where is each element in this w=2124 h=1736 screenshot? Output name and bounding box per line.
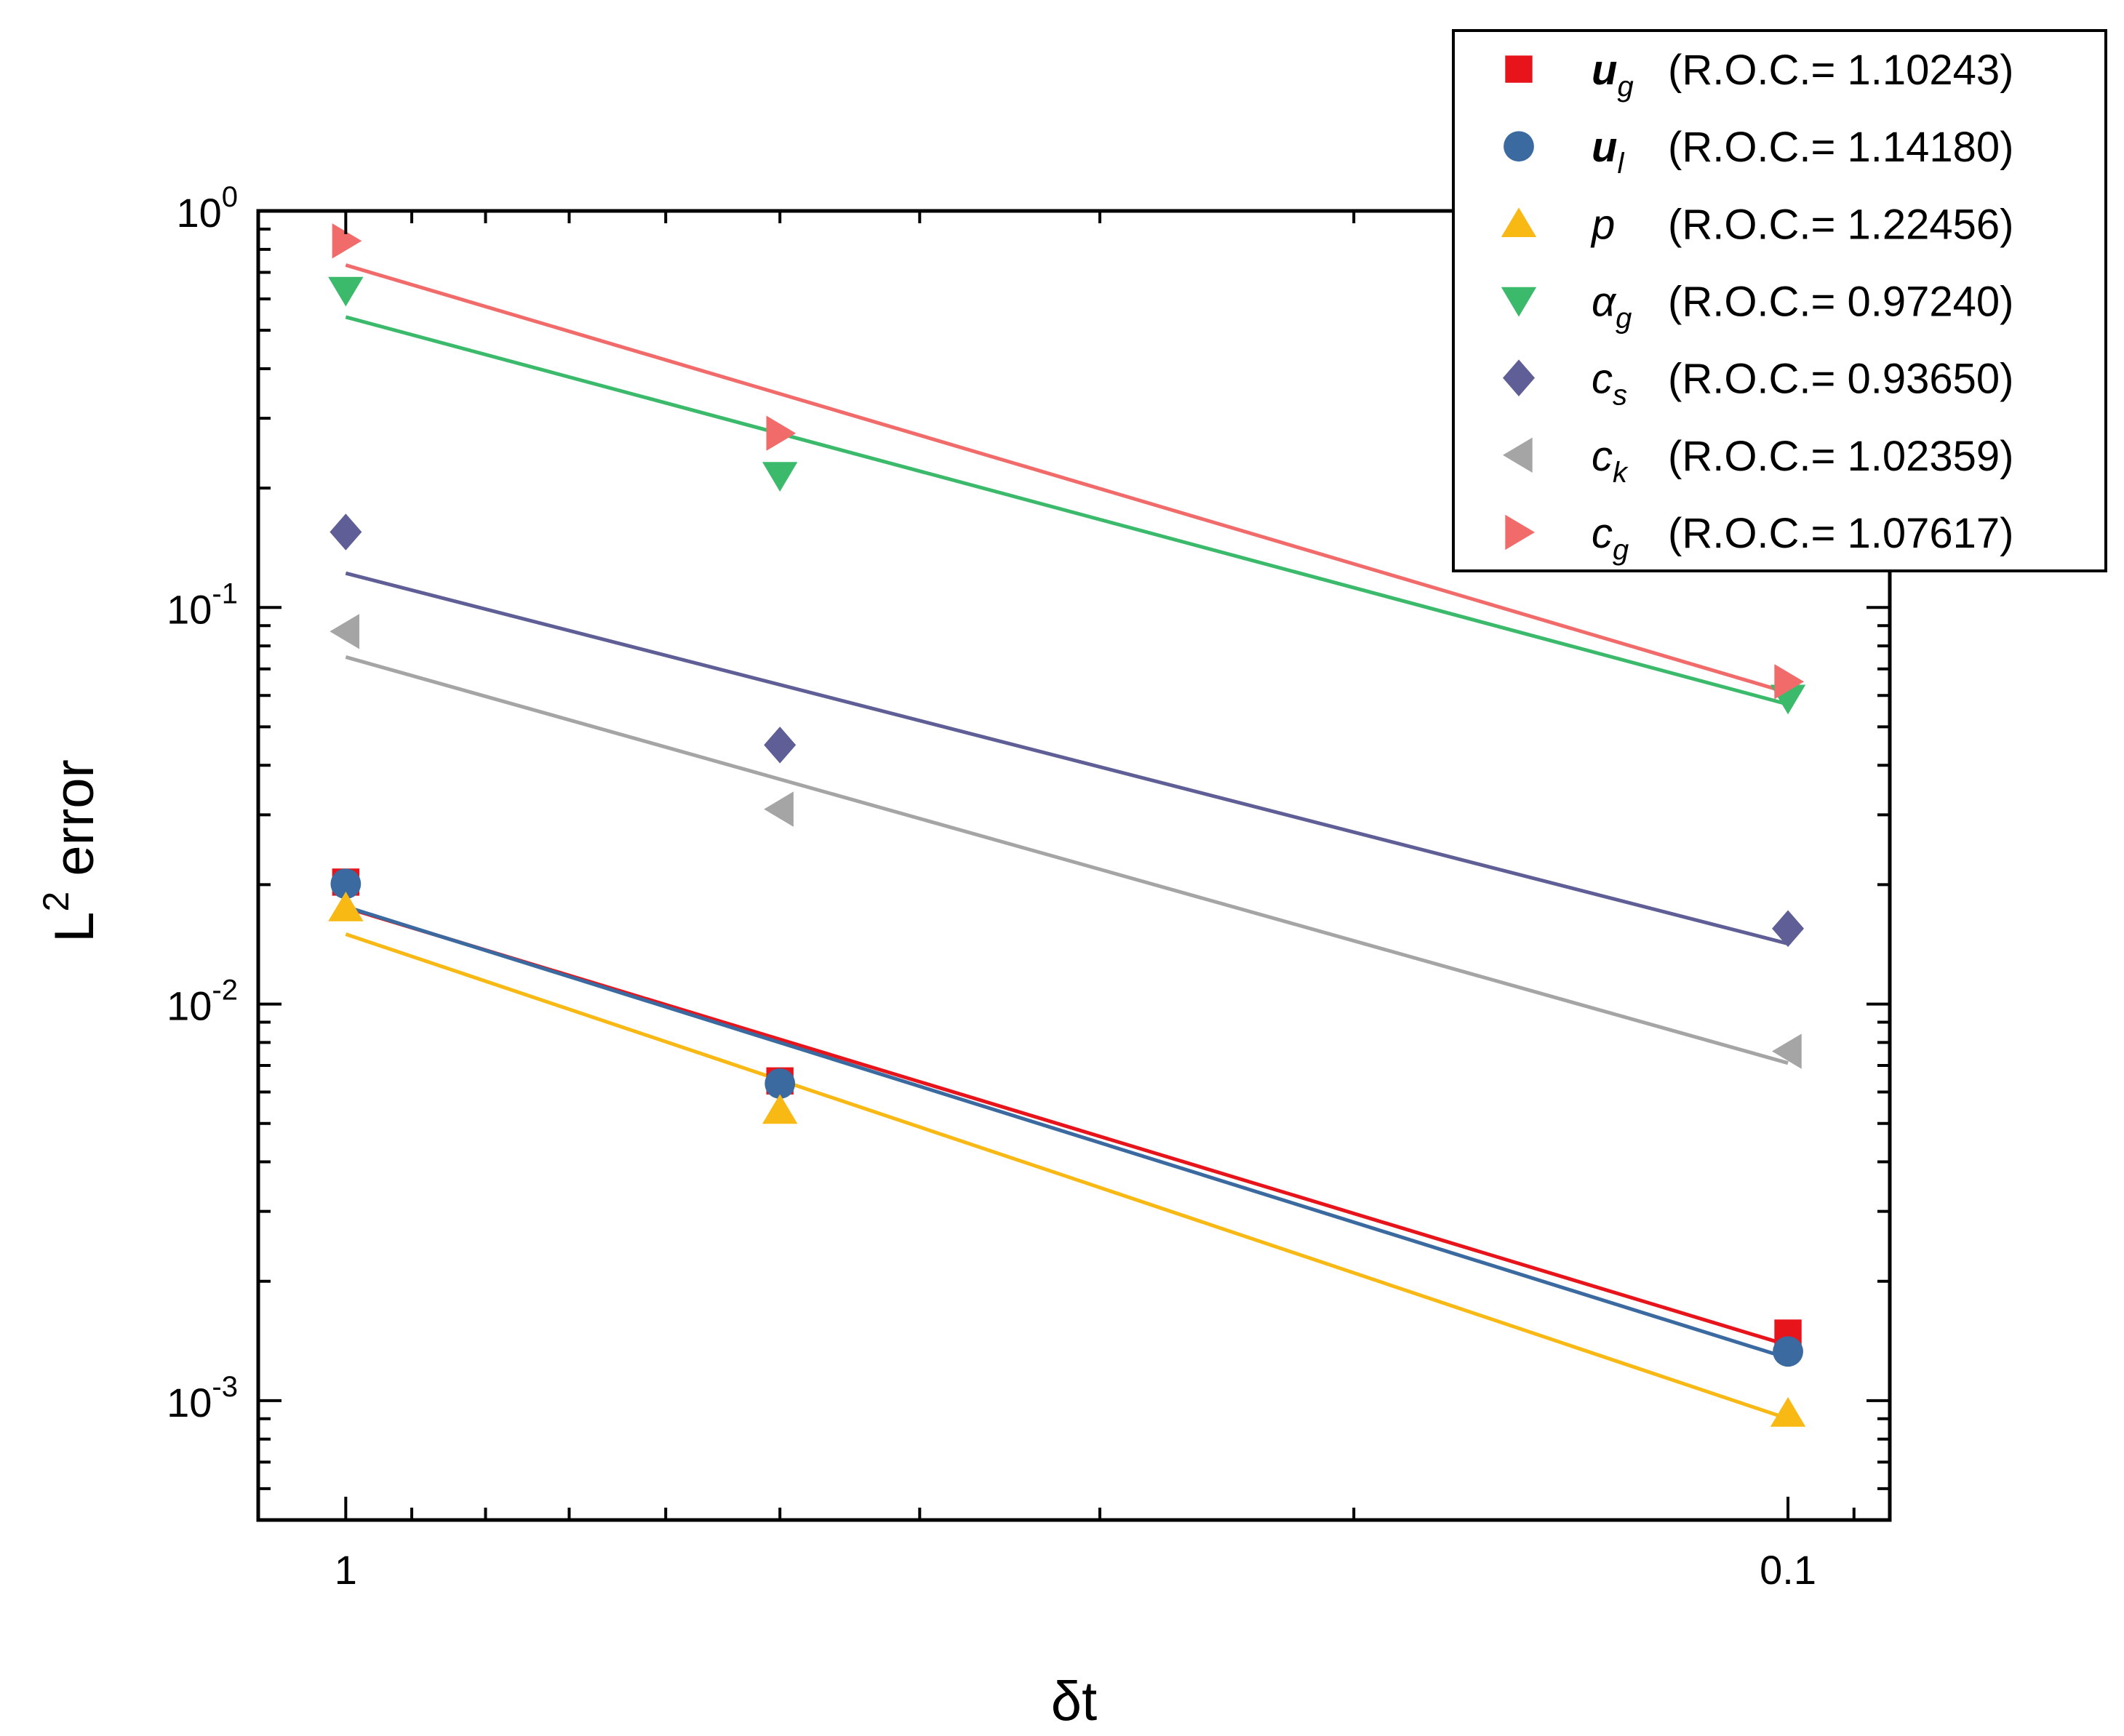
legend-symbol-ul: ul — [1592, 124, 1624, 180]
data-point-cs — [1772, 910, 1805, 948]
data-point-cg — [766, 415, 796, 451]
y-tick-exponent: 0 — [222, 181, 238, 213]
legend-marker-cg — [1505, 514, 1535, 551]
legend-marker-ck — [1503, 437, 1533, 473]
data-point-alphag — [762, 462, 798, 492]
legend-symbol-subscript: g — [1613, 534, 1629, 566]
y-tick-label: 10-3 — [167, 1371, 238, 1425]
legend-roc-ug: (R.O.C.= 1.10243) — [1668, 47, 2014, 94]
data-point-ck — [330, 614, 360, 649]
legend-marker-ul — [1504, 131, 1534, 162]
legend-symbol-alphag: αg — [1592, 279, 1632, 335]
x-axis-title: δt — [1051, 1671, 1097, 1732]
legend-box — [1452, 29, 2107, 572]
legend-symbol-subscript: s — [1613, 380, 1627, 412]
legend-roc-cs: (R.O.C.= 0.93650) — [1668, 356, 2014, 403]
x-tick-label: 0.1 — [1760, 1547, 1816, 1593]
fit-line-cs — [345, 571, 1789, 945]
legend-roc-p: (R.O.C.= 1.22456) — [1668, 201, 2014, 248]
legend-roc-cg: (R.O.C.= 1.07617) — [1668, 510, 2014, 557]
legend-symbol-main: u — [1592, 124, 1617, 171]
legend-symbol-main: c — [1592, 510, 1613, 557]
y-axis-title-main: L — [44, 912, 105, 943]
fit-line-p — [345, 932, 1789, 1421]
legend-symbol-main: α — [1592, 279, 1617, 326]
legend-symbol-subscript: l — [1617, 148, 1624, 180]
legend-symbol-p: p — [1590, 201, 1615, 248]
legend-symbol-main: c — [1592, 433, 1613, 480]
y-tick-exponent: -1 — [212, 577, 238, 609]
y-tick-exponent: -2 — [212, 975, 238, 1007]
fit-line-ck — [345, 655, 1789, 1065]
y-axis-title-sup: 2 — [36, 892, 76, 912]
legend-symbol-main: p — [1590, 201, 1615, 248]
data-point-ck — [1772, 1033, 1802, 1069]
data-markers — [328, 223, 1806, 1427]
y-tick-base: 10 — [176, 190, 221, 236]
data-point-cg — [332, 223, 362, 259]
legend-roc-ck: (R.O.C.= 1.02359) — [1668, 433, 2014, 480]
legend-symbol-main: c — [1592, 356, 1613, 403]
data-point-cg — [1774, 664, 1805, 700]
legend-symbol-cg: cg — [1592, 510, 1629, 566]
y-axis-title-rest: error — [44, 759, 105, 892]
legend-marker-cs — [1503, 359, 1535, 396]
y-tick-base: 10 — [167, 586, 212, 632]
data-point-p — [328, 892, 364, 921]
data-point-alphag — [328, 276, 364, 307]
fit-line-ul — [345, 905, 1789, 1360]
fit-line-cg — [345, 263, 1789, 695]
data-point-cs — [764, 727, 796, 764]
legend-marker-p — [1501, 207, 1537, 238]
data-point-cs — [330, 513, 362, 551]
data-point-ul — [330, 868, 362, 900]
y-tick-label: 10-1 — [167, 577, 238, 632]
plot-frame — [256, 209, 1892, 1522]
fit-lines — [345, 263, 1789, 1421]
legend-symbol-ug: ug — [1592, 47, 1634, 103]
legend-roc-alphag: (R.O.C.= 0.97240) — [1668, 279, 2014, 326]
y-tick-label: 100 — [176, 181, 238, 236]
y-tick-label: 10-2 — [167, 975, 238, 1029]
y-tick-base: 10 — [167, 983, 212, 1029]
y-axis-title: L2 error — [36, 759, 105, 943]
data-point-p — [762, 1094, 798, 1124]
data-point-ul — [1773, 1336, 1803, 1367]
legend-symbol-subscript: g — [1617, 71, 1633, 103]
legend-symbol-subscript: g — [1616, 303, 1632, 335]
y-tick-exponent: -3 — [212, 1371, 238, 1403]
data-point-p — [1770, 1397, 1806, 1427]
x-tick-label: 1 — [335, 1547, 357, 1593]
data-point-ul — [764, 1068, 796, 1099]
fit-line-alphag — [345, 315, 1789, 706]
legend-marker-ug — [1505, 55, 1533, 83]
legend-roc-ul: (R.O.C.= 1.14180) — [1668, 124, 2014, 171]
legend: ug (R.O.C.= 1.10243)ul (R.O.C.= 1.14180)p(… — [1452, 29, 2107, 572]
y-tick-base: 10 — [167, 1380, 212, 1425]
legend-symbol-ck: ck — [1592, 433, 1629, 489]
legend-symbol-main: u — [1592, 47, 1617, 94]
legend-symbol-subscript: k — [1613, 457, 1629, 489]
legend-symbol-cs: cs — [1592, 356, 1627, 412]
data-point-ck — [764, 791, 794, 827]
legend-marker-alphag — [1501, 287, 1537, 317]
